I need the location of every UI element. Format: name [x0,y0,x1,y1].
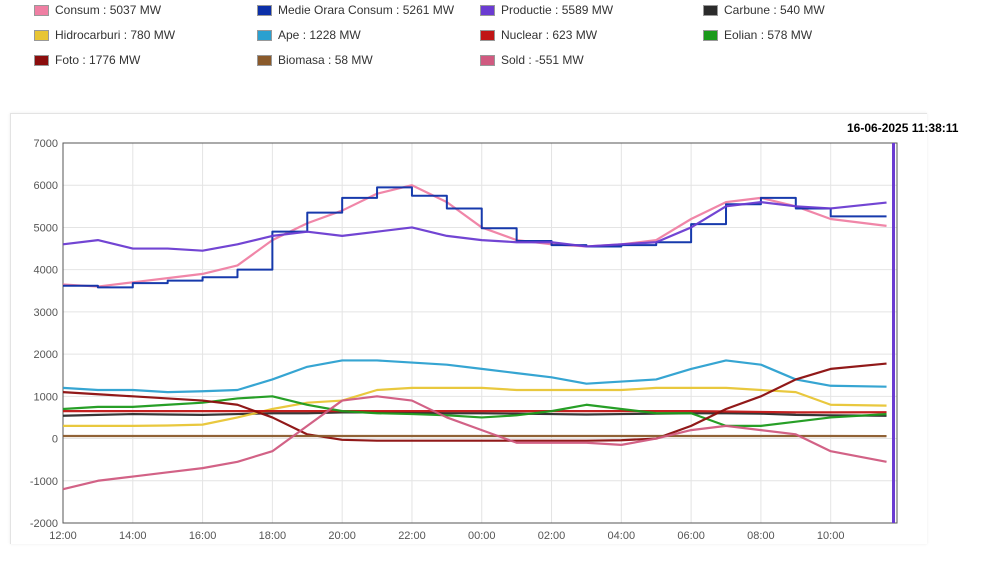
legend-swatch-nuclear [480,29,495,41]
legend-swatch-hidrocarburi [34,29,49,41]
legend-item-nuclear[interactable]: Nuclear : 623 MW [480,26,597,44]
legend-label-hidrocarburi: Hidrocarburi : 780 MW [55,28,176,42]
series-line-ape [62,359,887,394]
legend-item-hidrocarburi[interactable]: Hidrocarburi : 780 MW [34,26,175,44]
x-tick-label: 18:00 [259,530,287,542]
legend-label-nuclear: Nuclear : 623 MW [501,28,598,42]
x-tick-label: 14:00 [119,530,147,542]
y-tick-label: 0 [52,434,58,446]
series-line-carbune [62,411,887,417]
series-line-foto [62,362,887,442]
legend-swatch-ape [257,29,272,41]
legend-label-ape: Ape : 1228 MW [278,28,361,42]
legend-swatch-eolian [703,29,718,41]
legend-item-productie[interactable]: Productie : 5589 MW [480,1,613,19]
plot-area-border [62,142,898,524]
legend-swatch-productie [480,4,495,16]
y-tick-label: 6000 [34,180,58,192]
legend-item-consum[interactable]: Consum : 5037 MW [34,1,161,19]
legend: Consum : 5037 MW Medie Orara Consum : 52… [0,0,990,80]
series-line-productie [62,201,887,252]
y-tick-label: 1000 [34,391,58,403]
line-chart[interactable]: -2000 -1000 0 1000 2000 3000 4000 5000 6000 7000 1… [11,114,927,544]
x-tick-label: 22:00 [398,530,426,542]
x-tick-label: 16:00 [189,530,217,542]
series-line-nuclear [63,410,887,414]
legend-label-carbune: Carbune : 540 MW [724,3,825,17]
legend-swatch-carbune [703,4,718,16]
legend-label-foto: Foto : 1776 MW [55,53,141,67]
legend-label-productie: Productie : 5589 MW [501,3,614,17]
chart-panel: -2000 -1000 0 1000 2000 3000 4000 5000 6000 7000 1… [10,113,927,544]
legend-item-biomasa[interactable]: Biomasa : 58 MW [257,51,373,69]
y-tick-label: 7000 [34,138,58,150]
legend-label-eolian: Eolian : 578 MW [724,28,813,42]
y-tick-label: 5000 [34,222,58,234]
legend-swatch-sold [480,54,495,66]
legend-label-consum: Consum : 5037 MW [55,3,162,17]
legend-label-sold: Sold : -551 MW [501,53,584,67]
series-line-sold [62,395,887,491]
y-tick-label: -1000 [30,476,58,488]
legend-swatch-consum [34,4,49,16]
y-tick-label: 2000 [34,349,58,361]
legend-item-foto[interactable]: Foto : 1776 MW [34,51,140,69]
legend-label-biomasa: Biomasa : 58 MW [278,53,373,67]
legend-item-eolian[interactable]: Eolian : 578 MW [703,26,812,44]
x-tick-label: 02:00 [538,530,566,542]
legend-item-carbune[interactable]: Carbune : 540 MW [703,1,825,19]
legend-label-medie-orara-consum: Medie Orara Consum : 5261 MW [278,3,455,17]
x-tick-label: 04:00 [608,530,636,542]
series-line-hidrocarburi [63,386,887,427]
legend-item-sold[interactable]: Sold : -551 MW [480,51,584,69]
x-tick-label: 06:00 [677,530,705,542]
x-tick-label: 12:00 [49,530,77,542]
legend-item-medie-orara-consum[interactable]: Medie Orara Consum : 5261 MW [257,1,454,19]
series-line-consum [62,184,887,288]
x-tick-label: 20:00 [328,530,356,542]
legend-swatch-biomasa [257,54,272,66]
legend-swatch-medie-orara-consum [257,4,272,16]
legend-swatch-foto [34,54,49,66]
x-tick-label: 00:00 [468,530,496,542]
series-line-medie-orara-consum [63,186,887,289]
x-tick-label: 08:00 [747,530,775,542]
y-tick-label: -2000 [30,518,58,530]
y-tick-label: 4000 [34,265,58,277]
y-tick-label: 3000 [34,307,58,319]
legend-item-ape[interactable]: Ape : 1228 MW [257,26,361,44]
x-tick-label: 10:00 [817,530,845,542]
timestamp-label: 16-06-2025 11:38:11 [847,121,959,135]
